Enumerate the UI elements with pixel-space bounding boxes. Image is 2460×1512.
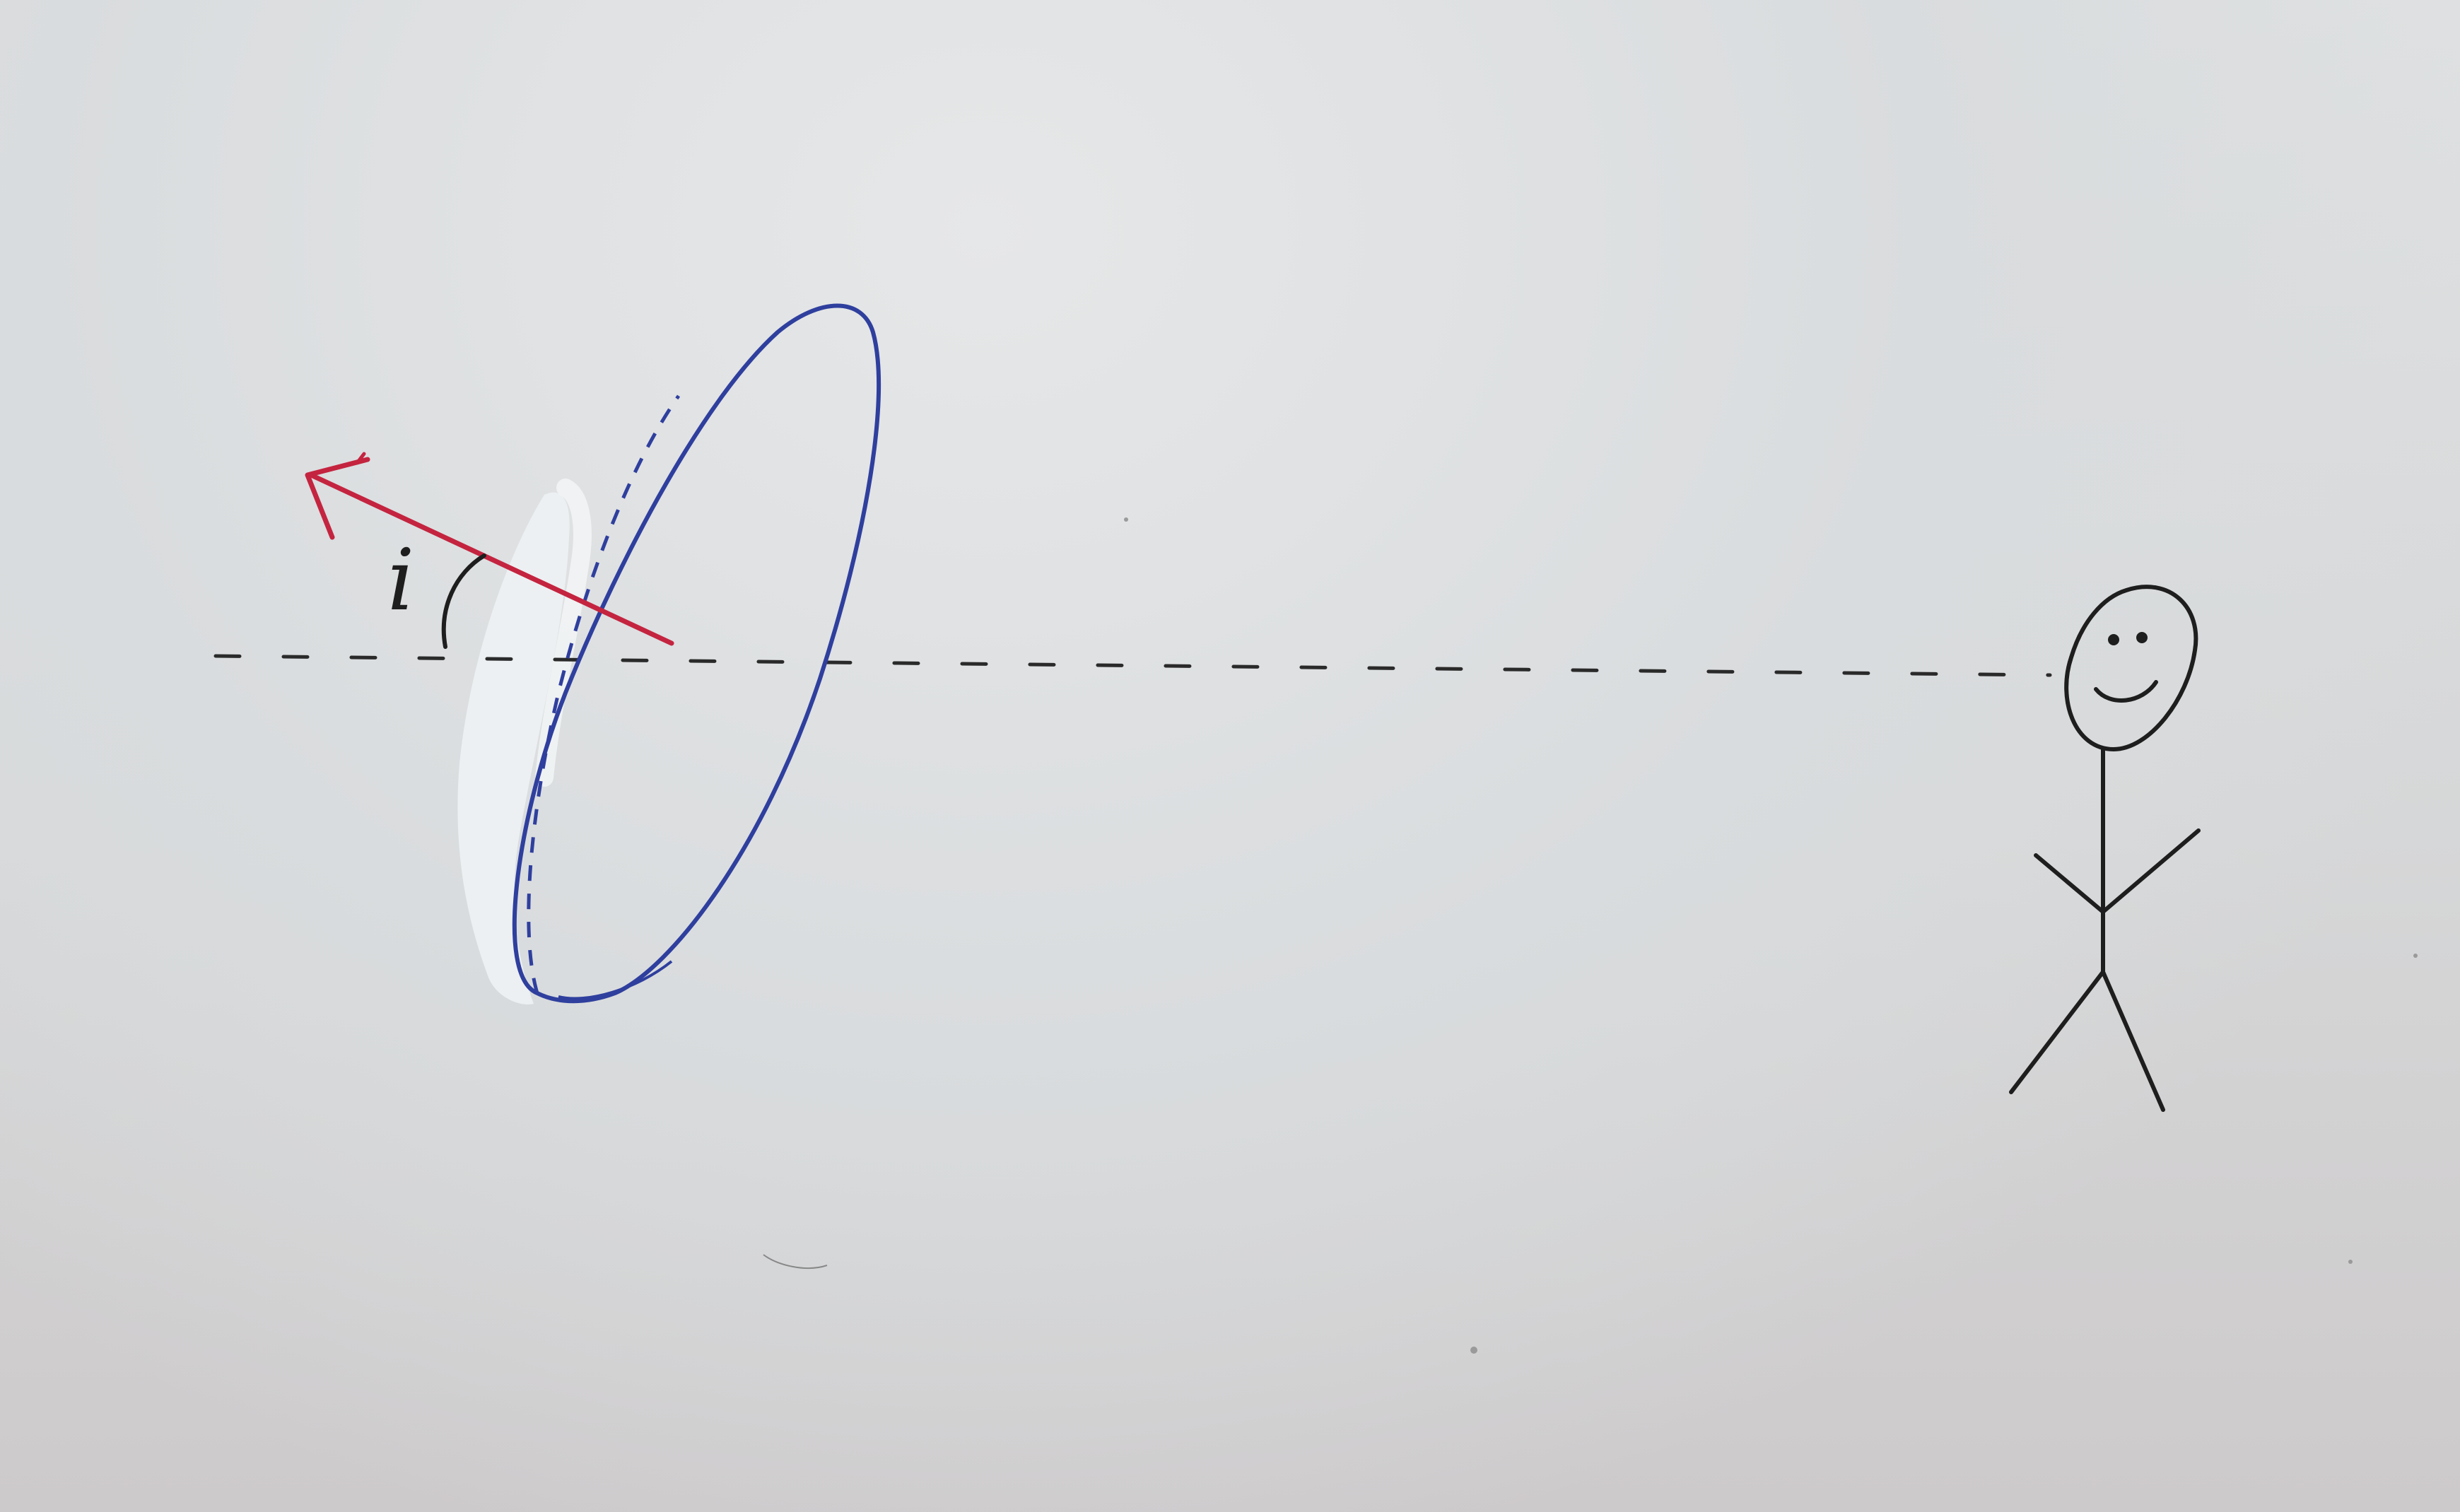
- paper-specks: [763, 517, 2418, 1354]
- inclination-angle-arc: [441, 553, 486, 649]
- observer-right-eye: [2136, 632, 2148, 643]
- angle-label-i: i: [387, 532, 414, 630]
- observer-stick-figure: [2009, 585, 2201, 1112]
- observer-head: [2064, 585, 2198, 751]
- observer-legs: [2009, 970, 2165, 1112]
- observer-arms: [2034, 828, 2201, 914]
- normal-vector-arrow: [305, 452, 674, 646]
- tilted-ring: [512, 303, 882, 1004]
- correction-fluid-smear: [457, 479, 592, 1004]
- observer-smile: [2094, 680, 2158, 703]
- observer-left-eye: [2108, 634, 2119, 645]
